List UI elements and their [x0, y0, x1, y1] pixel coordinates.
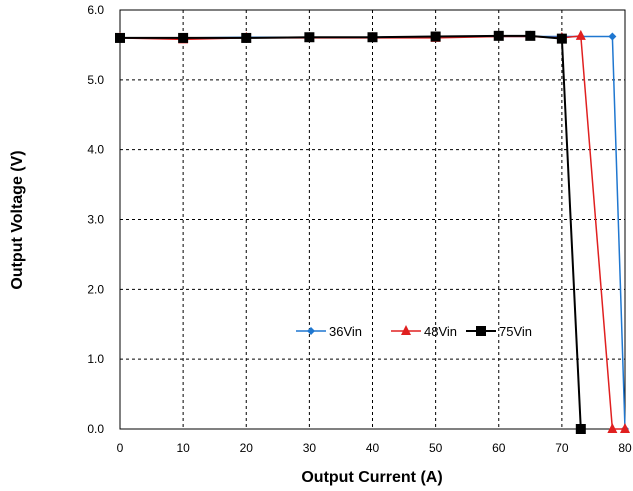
y-tick-label: 2.0	[87, 282, 104, 296]
x-axis-title: Output Current (A)	[301, 469, 442, 486]
data-point-75vin	[115, 32, 125, 43]
y-axis-title: Output Voltage (V)	[9, 150, 26, 289]
x-tick-label: 10	[176, 441, 190, 455]
x-tick-label: 30	[303, 441, 317, 455]
y-tick-label: 5.0	[87, 73, 104, 87]
legend: 36Vin 48Vin 75Vin	[296, 324, 532, 339]
y-tick-label: 0.0	[87, 422, 104, 436]
x-tick-label: 50	[429, 441, 443, 455]
data-point-75vin	[241, 32, 252, 43]
y-tick-labels: 0.0 1.0 2.0 3.0 4.0 5.0 6.0	[87, 3, 104, 436]
legend-marker-75vin	[476, 326, 486, 336]
y-tick-label: 4.0	[87, 143, 104, 157]
legend-marker-36vin	[307, 327, 315, 335]
legend-label-48vin: 48Vin	[424, 324, 457, 339]
x-tick-label: 80	[618, 441, 632, 455]
legend-marker-48vin	[401, 325, 411, 335]
data-point-75vin	[556, 33, 567, 44]
series-group	[115, 29, 630, 434]
x-tick-label: 20	[240, 441, 254, 455]
data-point-48vin	[607, 423, 618, 433]
x-tick-labels: 0 10 20 30 40 50 60 70 80	[117, 441, 632, 455]
data-point-75vin	[493, 30, 504, 41]
legend-label-36vin: 36Vin	[329, 324, 362, 339]
y-tick-label: 3.0	[87, 213, 104, 227]
data-point-75vin	[430, 31, 441, 42]
legend-label-75vin: 75Vin	[499, 324, 532, 339]
grid-lines	[120, 10, 625, 429]
x-tick-label: 70	[555, 441, 569, 455]
data-point-36vin	[608, 32, 617, 41]
x-tick-label: 0	[117, 441, 124, 455]
data-point-75vin	[525, 30, 536, 41]
data-point-75vin	[178, 32, 189, 43]
data-point-75vin	[575, 424, 586, 434]
data-point-75vin	[367, 32, 378, 43]
x-tick-label: 60	[492, 441, 506, 455]
series-line-75vin	[120, 34, 582, 430]
y-tick-label: 6.0	[87, 3, 104, 17]
data-point-75vin	[304, 32, 315, 43]
y-tick-label: 1.0	[87, 352, 104, 366]
x-tick-label: 40	[366, 441, 380, 455]
data-point-48vin	[620, 423, 630, 433]
data-point-48vin	[575, 29, 586, 40]
